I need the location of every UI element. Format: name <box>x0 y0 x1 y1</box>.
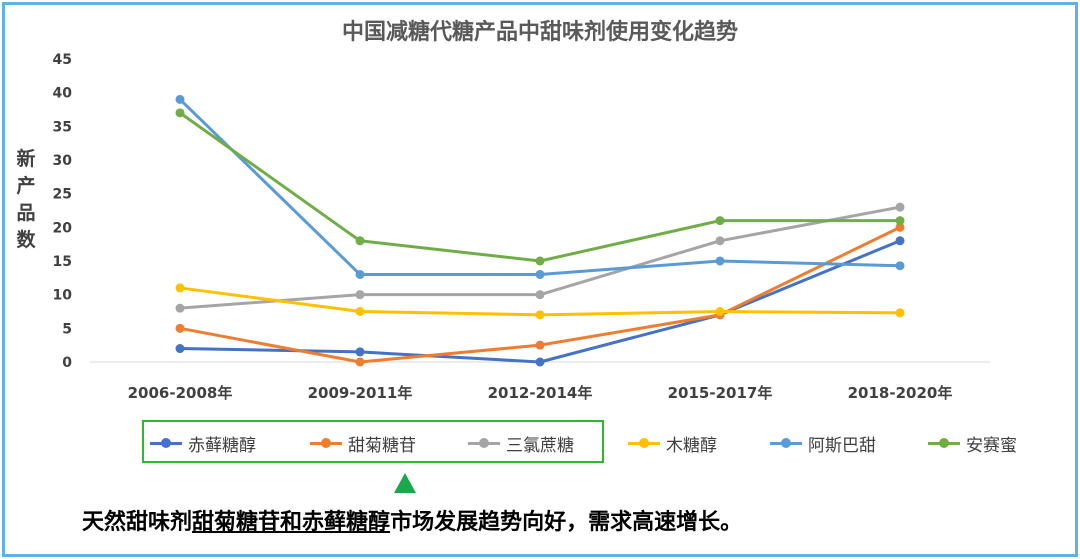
legend-swatch <box>628 436 660 450</box>
legend-label: 赤藓糖醇 <box>188 435 256 456</box>
data-point <box>715 236 725 246</box>
data-point <box>175 283 185 293</box>
data-point <box>895 308 905 318</box>
legend-swatch <box>150 436 182 450</box>
data-point <box>895 216 905 226</box>
x-tick-label: 2009-2011年 <box>308 384 413 402</box>
legend-label: 甜菊糖苷 <box>348 435 416 456</box>
legend-label: 三氯蔗糖 <box>506 435 574 456</box>
y-tick-label: 30 <box>53 153 73 169</box>
data-point <box>535 290 545 300</box>
data-point <box>535 357 545 367</box>
data-point <box>355 236 365 246</box>
y-tick-label: 10 <box>53 288 73 304</box>
chart-title: 中国减糖代糖产品中甜味剂使用变化趋势 <box>341 20 738 45</box>
legend-item-aspartame: 阿斯巴甜 <box>770 429 876 457</box>
data-point <box>175 323 185 333</box>
data-point <box>535 269 545 279</box>
x-tick-label: 2018-2020年 <box>848 384 953 402</box>
data-point <box>895 236 905 246</box>
y-axis-label: 新产品数 <box>16 148 36 251</box>
series-line <box>178 97 902 276</box>
conclusion-part: 和 <box>280 510 303 535</box>
data-point <box>355 290 365 300</box>
x-tick-label: 2012-2014年 <box>488 384 593 402</box>
y-tick-label: 25 <box>53 187 72 203</box>
data-point <box>175 108 185 118</box>
legend-label: 阿斯巴甜 <box>808 435 876 456</box>
conclusion-highlight-erythritol: 赤藓糖醇 <box>302 510 391 535</box>
legend-label: 安赛蜜 <box>966 435 1017 456</box>
legend-item-xylitol: 木糖醇 <box>628 429 717 457</box>
data-point <box>355 307 365 316</box>
conclusion-part: 市场发展趋势向好，需求高速增长。 <box>390 510 743 535</box>
x-tick-label: 2006-2008年 <box>128 384 233 402</box>
conclusion-text: 天然甜味剂甜菊糖苷和赤藓糖醇市场发展趋势向好，需求高速增长。 <box>82 504 742 536</box>
legend-swatch <box>928 436 960 450</box>
data-point <box>175 94 185 104</box>
data-point <box>175 303 185 313</box>
data-point <box>715 256 725 266</box>
y-tick-label: 15 <box>53 254 72 270</box>
up-arrow-icon <box>394 473 416 493</box>
data-point <box>355 357 365 367</box>
legend-swatch <box>468 436 500 450</box>
data-point <box>535 310 545 320</box>
x-tick-label: 2015-2017年 <box>668 384 773 402</box>
legend-highlight-box <box>142 420 604 463</box>
data-point <box>895 222 905 232</box>
legend-item-stevioside: 甜菊糖苷 <box>310 429 416 457</box>
data-point <box>535 340 545 350</box>
y-tick-label: 0 <box>62 355 72 371</box>
conclusion-part: 天然甜味剂 <box>82 510 193 535</box>
data-point <box>715 216 725 226</box>
legend-swatch <box>770 436 802 450</box>
data-point <box>355 269 365 279</box>
y-tick-label: 35 <box>53 119 72 135</box>
data-point <box>895 261 905 271</box>
legend-swatch <box>310 436 342 450</box>
data-point <box>175 344 185 354</box>
legend-item-erythritol: 赤藓糖醇 <box>150 429 256 457</box>
y-tick-label: 5 <box>62 321 72 337</box>
legend-item-acesulfame: 安赛蜜 <box>928 429 1017 457</box>
y-tick-label: 45 <box>53 52 72 68</box>
y-tick-label: 20 <box>53 220 73 236</box>
conclusion-highlight-stevioside: 甜菊糖苷 <box>192 510 281 535</box>
legend-label: 木糖醇 <box>666 435 717 456</box>
data-point <box>355 347 365 357</box>
y-tick-label: 40 <box>53 86 73 102</box>
data-point <box>715 307 725 316</box>
series-line <box>178 111 902 263</box>
data-point <box>895 202 905 212</box>
legend-item-sucralose: 三氯蔗糖 <box>468 429 574 457</box>
data-point <box>535 256 545 266</box>
